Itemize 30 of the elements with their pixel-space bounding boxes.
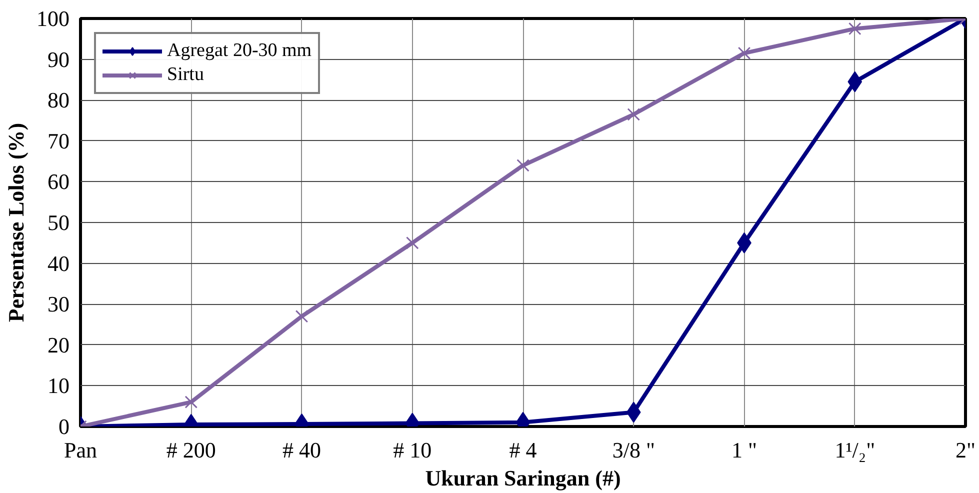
legend-label: Agregat 20-30 mm	[167, 40, 312, 62]
point	[627, 108, 640, 121]
y-tick-label: 30	[48, 292, 70, 317]
x-tick-label: # 10	[393, 438, 432, 462]
y-tick-label: 10	[48, 373, 70, 398]
y-tick-label: 70	[48, 128, 70, 154]
x-tick-label: Pan	[64, 438, 97, 462]
x-tick-label: # 4	[509, 438, 537, 462]
point	[848, 22, 862, 36]
y-tick-label: 90	[48, 46, 70, 72]
y-axis-title: Persentase Lolos (%)	[4, 122, 28, 322]
y-tick-label: 50	[48, 210, 70, 235]
x-tick-label: 2"	[956, 438, 976, 462]
x-tick-label: # 40	[282, 438, 321, 462]
x-tick-label: # 200	[166, 438, 216, 462]
x-tick-label: 3/8 "	[612, 438, 655, 462]
y-tick-label: 80	[48, 88, 70, 113]
y-tick-label: 40	[48, 250, 70, 276]
point	[406, 236, 419, 250]
point	[738, 46, 751, 60]
x-tick-label: 1¹/₂"	[834, 438, 876, 462]
y-tick-label: 60	[48, 169, 70, 194]
x-tick-label: 1 "	[732, 438, 757, 462]
point	[516, 158, 530, 172]
y-tick-label: 100	[36, 6, 70, 31]
x-axis-title: Ukuran Saringan (#)	[425, 466, 621, 490]
y-tick-label: 20	[48, 332, 70, 358]
legend-label: Sirtu	[167, 64, 204, 86]
line-series	[80, 18, 966, 426]
y-tick-label: 0	[58, 414, 70, 439]
